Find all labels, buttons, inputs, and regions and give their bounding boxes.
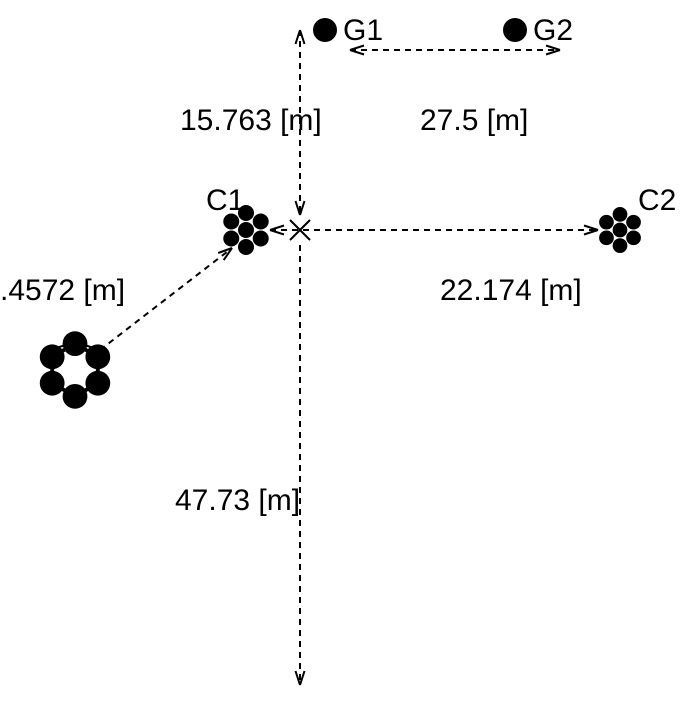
dim-label-d_vert_top: 15.763 [m] bbox=[180, 104, 322, 137]
dim-d_C1_C2 bbox=[270, 226, 598, 235]
dim-label-d_G1_G2: 27.5 [m] bbox=[420, 104, 528, 137]
node-g2 bbox=[503, 18, 527, 42]
node-g1 bbox=[313, 18, 337, 42]
label-c2: C2 bbox=[638, 184, 676, 217]
cluster-c2 bbox=[599, 207, 641, 253]
label-g1: G1 bbox=[343, 14, 383, 47]
dim-label-d_vert_bot: 47.73 [m] bbox=[175, 484, 300, 517]
diagram-canvas: G1 G2 C1 C2 15.763 [m] 27.5 [m] 22.174 [m] 47.7… bbox=[0, 0, 693, 716]
dim-label-d_C1_C2: 22.174 [m] bbox=[440, 274, 582, 307]
label-g2: G2 bbox=[533, 14, 573, 47]
dim-label-d_detail: .4572 [m] bbox=[0, 274, 125, 307]
dim-d_vert_bot bbox=[296, 245, 305, 685]
label-c1: C1 bbox=[206, 184, 244, 217]
cluster-detail bbox=[40, 331, 110, 409]
